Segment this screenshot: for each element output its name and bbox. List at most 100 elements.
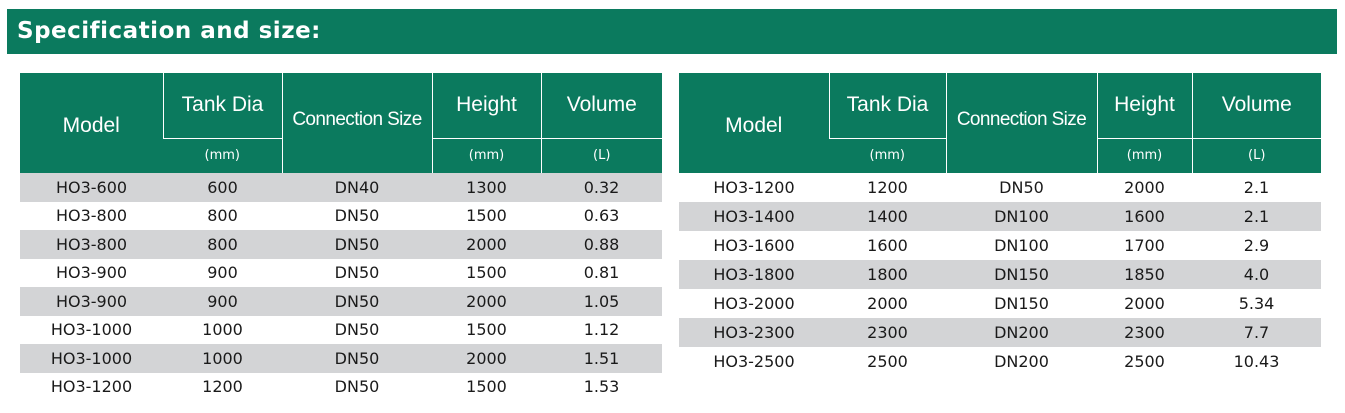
height-cell: 1600 (1097, 202, 1192, 231)
unit-tank-dia: (mm) (829, 137, 946, 173)
connection-size-cell: DN50 (282, 344, 432, 373)
header-model: Model (679, 73, 829, 173)
connection-size-cell: DN40 (282, 173, 432, 202)
tank-dia-cell: 1800 (829, 260, 946, 289)
tank-dia-cell: 2000 (867, 294, 908, 313)
model-cell: HO3-2300 (679, 318, 829, 347)
tank-dia-cell: 1000 (163, 344, 282, 373)
header-row: Model Tank Dia Connection Size Height Vo… (20, 73, 662, 173)
model-cell: HO3-1600 (713, 236, 795, 255)
table-row: HO3-800 800 DN50 1500 0.63 (20, 202, 662, 231)
height-cell: 1500 (466, 320, 507, 340)
table-row: HO3-1800 1800 DN150 1850 4.0 (679, 260, 1321, 289)
tank-dia-cell: 1200 (867, 178, 908, 197)
table-row: HO3-1400 1400 DN100 1600 2.1 (679, 202, 1321, 231)
unit-tank-dia: (mm) (163, 137, 282, 173)
table-row: HO3-1000 1000 DN50 1500 1.12 (20, 316, 662, 345)
header-tank-dia: Tank Dia (162, 73, 282, 139)
connection-size-cell: DN50 (999, 178, 1044, 197)
volume-cell: 0.32 (541, 173, 662, 202)
height-cell: 1700 (1124, 236, 1165, 255)
page-title: Specification and size: (17, 18, 321, 44)
header-connection-size: Connection Size (945, 73, 1097, 173)
connection-size-cell: DN100 (946, 202, 1097, 231)
height-cell: 2000 (1124, 178, 1165, 197)
volume-cell: 1.51 (541, 344, 662, 373)
tank-dia-cell: 900 (163, 287, 282, 316)
header-volume: Volume (1191, 73, 1321, 139)
height-cell: 1850 (1097, 260, 1192, 289)
tank-dia-cell: 900 (207, 263, 238, 283)
tank-dia-cell: 1000 (202, 320, 243, 340)
table-row: HO3-900 900 DN50 2000 1.05 (20, 287, 662, 316)
model-cell: HO3-900 (55, 263, 128, 283)
height-cell: 1500 (466, 377, 507, 397)
volume-cell: 1.05 (541, 287, 662, 316)
connection-size-cell: DN150 (946, 260, 1097, 289)
connection-size-cell: DN200 (946, 318, 1097, 347)
tank-dia-cell: 2300 (829, 318, 946, 347)
unit-volume: (L) (540, 137, 662, 173)
unit-height: (mm) (431, 137, 541, 173)
model-cell: HO3-800 (55, 206, 128, 226)
header-model: Model (20, 73, 163, 173)
tank-dia-cell: 800 (163, 230, 282, 259)
height-cell: 2000 (432, 230, 541, 259)
height-cell: 1500 (466, 263, 507, 283)
tank-dia-cell: 600 (163, 173, 282, 202)
section-banner: Specification and size: (7, 9, 1337, 54)
tank-dia-cell: 1200 (202, 377, 243, 397)
connection-size-cell: DN150 (994, 294, 1049, 313)
volume-cell: 5.34 (1238, 294, 1275, 313)
tank-dia-cell: 1600 (867, 236, 908, 255)
height-cell: 2300 (1097, 318, 1192, 347)
table-row: HO3-2000 2000 DN150 2000 5.34 (679, 289, 1321, 318)
volume-cell: 7.7 (1192, 318, 1321, 347)
volume-cell: 10.43 (1233, 352, 1280, 371)
unit-row: (mm) (mm) (L) (20, 137, 662, 173)
model-cell: HO3-1200 (50, 377, 133, 397)
model-cell: HO3-1000 (20, 344, 163, 373)
volume-cell: 0.63 (583, 206, 620, 226)
header-row: Model Tank Dia Connection Size Height Vo… (679, 73, 1321, 173)
height-cell: 2000 (1124, 294, 1165, 313)
height-cell: 2500 (1124, 352, 1165, 371)
tank-dia-cell: 800 (207, 206, 238, 226)
unit-height: (mm) (1096, 137, 1192, 173)
volume-cell: 4.0 (1192, 260, 1321, 289)
connection-size-cell: DN50 (334, 206, 380, 226)
model-cell: HO3-600 (20, 173, 163, 202)
model-cell: HO3-1000 (50, 320, 133, 340)
table-row: HO3-800 800 DN50 2000 0.88 (20, 230, 662, 259)
table-row: HO3-900 900 DN50 1500 0.81 (20, 259, 662, 288)
unit-row: (mm) (mm) (L) (679, 137, 1321, 173)
spec-table-right: Model Tank Dia Connection Size Height Vo… (679, 73, 1321, 376)
header-connection-size: Connection Size (281, 73, 432, 173)
connection-size-cell: DN50 (282, 287, 432, 316)
connection-size-cell: DN50 (334, 377, 380, 397)
header-height: Height (1096, 73, 1192, 139)
tank-dia-cell: 1400 (829, 202, 946, 231)
height-cell: 2000 (432, 344, 541, 373)
height-cell: 1300 (432, 173, 541, 202)
table-row: HO3-2300 2300 DN200 2300 7.7 (679, 318, 1321, 347)
model-cell: HO3-2000 (713, 294, 795, 313)
header-height: Height (431, 73, 541, 139)
volume-cell: 2.9 (1243, 236, 1270, 255)
volume-cell: 2.1 (1243, 178, 1270, 197)
volume-cell: 1.12 (583, 320, 620, 340)
model-cell: HO3-2500 (713, 352, 795, 371)
model-cell: HO3-1200 (713, 178, 795, 197)
connection-size-cell: DN50 (282, 230, 432, 259)
table-row: HO3-1000 1000 DN50 2000 1.51 (20, 344, 662, 373)
volume-cell: 1.53 (583, 377, 620, 397)
connection-size-cell: DN50 (334, 320, 380, 340)
connection-size-cell: DN200 (994, 352, 1049, 371)
table-row: HO3-1200 1200 DN50 2000 2.1 (679, 173, 1321, 202)
spec-table-left: Model Tank Dia Connection Size Height Vo… (20, 73, 662, 401)
model-cell: HO3-800 (20, 230, 163, 259)
tank-dia-cell: 2500 (867, 352, 908, 371)
height-cell: 2000 (432, 287, 541, 316)
model-cell: HO3-1400 (679, 202, 829, 231)
model-cell: HO3-1800 (679, 260, 829, 289)
